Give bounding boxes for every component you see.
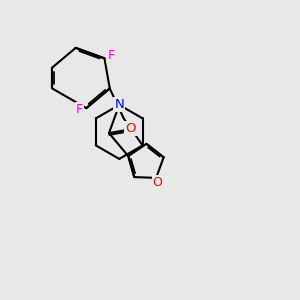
Text: O: O xyxy=(125,122,136,135)
Text: O: O xyxy=(153,176,163,189)
Text: F: F xyxy=(76,103,83,116)
Text: N: N xyxy=(114,98,124,111)
Text: F: F xyxy=(107,49,115,62)
